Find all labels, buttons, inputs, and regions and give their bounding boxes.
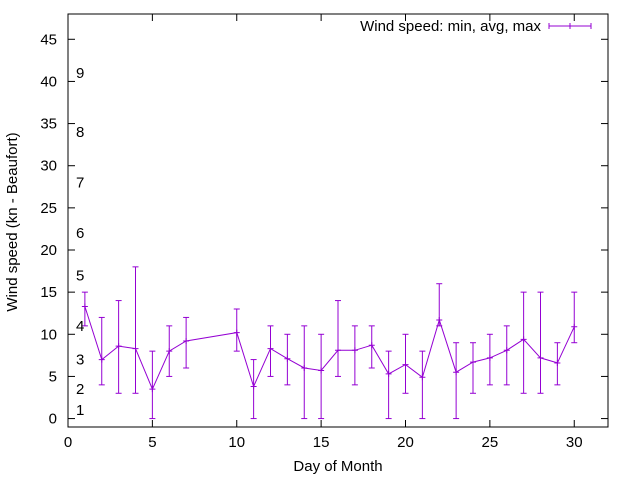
data-point [267, 345, 274, 352]
data-point [486, 354, 493, 361]
data-point [318, 367, 325, 374]
data-point [284, 355, 291, 362]
x-tick-label: 15 [313, 434, 330, 451]
beaufort-label: 5 [76, 267, 84, 284]
y-tick-label: 10 [40, 326, 57, 343]
data-point [368, 342, 375, 349]
data-point [419, 374, 426, 381]
x-tick-label: 10 [228, 434, 245, 451]
beaufort-label: 3 [76, 352, 84, 369]
beaufort-labels: 1 2 3 4 5 6 7 8 9 [76, 65, 84, 419]
legend-label: Wind speed: min, avg, max [360, 18, 541, 35]
data-point [149, 386, 156, 393]
data-point [520, 336, 527, 343]
y-tick-label: 30 [40, 158, 57, 175]
data-point [351, 347, 358, 354]
data-point [554, 359, 561, 366]
x-tick-label: 25 [482, 434, 499, 451]
data-point [335, 347, 341, 354]
x-tick-label: 20 [397, 434, 414, 451]
data-point [132, 345, 139, 352]
beaufort-label: 4 [76, 318, 84, 335]
data-point [537, 354, 544, 361]
y-tick-label: 20 [40, 242, 57, 259]
data-point [81, 303, 88, 310]
y-tick-label: 0 [49, 411, 57, 428]
beaufort-label: 8 [76, 124, 84, 141]
y-tick-label: 25 [40, 200, 57, 217]
legend: Wind speed: min, avg, max [360, 18, 592, 35]
y-tick-label: 45 [40, 31, 57, 48]
data-point [453, 369, 460, 376]
data-point [166, 348, 173, 355]
x-axis-label: Day of Month [293, 458, 382, 475]
x-tick-label: 5 [148, 434, 156, 451]
beaufort-label: 2 [76, 381, 84, 398]
y-tick-label: 40 [40, 73, 57, 90]
data-point [301, 365, 308, 371]
beaufort-label: 6 [76, 225, 84, 242]
beaufort-label: 7 [76, 175, 84, 192]
x-tick-label: 30 [566, 434, 583, 451]
y-tick-label: 15 [40, 284, 57, 301]
series-line-group [84, 306, 575, 391]
y-tick-label: 5 [49, 368, 57, 385]
data-point [233, 329, 240, 336]
data-point [250, 383, 257, 390]
data-point [98, 356, 105, 363]
data-points [81, 303, 578, 393]
series-line [84, 306, 575, 391]
beaufort-label: 1 [76, 402, 84, 419]
data-point [183, 338, 190, 345]
y-tick-label: 35 [40, 116, 57, 133]
data-point [470, 359, 476, 366]
y-axis-label: Wind speed (kn - Beaufort) [4, 132, 21, 311]
x-tick-label: 0 [64, 434, 72, 451]
data-point [402, 361, 409, 368]
plot-frame [67, 13, 609, 428]
data-point [436, 316, 443, 323]
data-point [385, 370, 392, 377]
data-point [115, 343, 122, 350]
data-point [571, 323, 578, 330]
beaufort-label: 9 [76, 65, 84, 82]
data-point [503, 347, 510, 354]
